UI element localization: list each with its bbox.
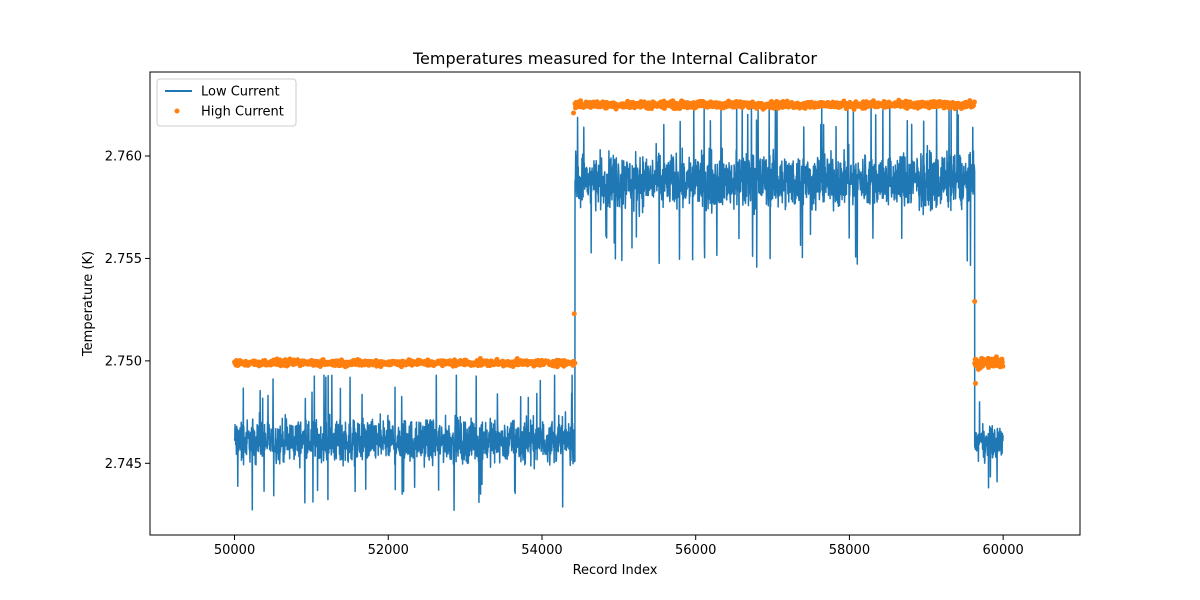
series-points-high-current xyxy=(232,97,1006,386)
x-tick-label: 54000 xyxy=(521,543,562,558)
legend-label-low-current: Low Current xyxy=(201,85,280,100)
x-tick-label: 60000 xyxy=(982,543,1023,558)
x-tick-label: 50000 xyxy=(214,543,255,558)
data-point xyxy=(1000,363,1006,369)
legend-swatch-high-current xyxy=(174,108,180,114)
legend-label-high-current: High Current xyxy=(201,105,284,120)
data-point xyxy=(999,359,1005,365)
data-point-outlier xyxy=(571,311,577,317)
y-tick-label: 2.755 xyxy=(105,252,142,267)
series-line-low-current xyxy=(233,104,1004,512)
data-point-outlier xyxy=(570,110,576,116)
y-axis-label: Temperature (K) xyxy=(81,251,96,357)
y-tick-label: 2.760 xyxy=(105,149,142,164)
data-point-outlier xyxy=(972,380,978,386)
y-axis: 2.745 2.750 2.755 2.760 xyxy=(105,149,150,472)
series-layer xyxy=(232,97,1006,512)
x-tick-label: 52000 xyxy=(368,543,409,558)
x-axis: 50000 52000 54000 56000 58000 60000 xyxy=(214,535,1024,558)
data-point xyxy=(572,360,578,366)
y-tick-label: 2.750 xyxy=(105,354,142,369)
data-point xyxy=(971,99,977,105)
x-tick-label: 58000 xyxy=(829,543,870,558)
chart-title: Temperatures measured for the Internal C… xyxy=(412,49,817,68)
x-tick-label: 56000 xyxy=(675,543,716,558)
y-tick-label: 2.745 xyxy=(105,457,142,472)
x-axis-label: Record Index xyxy=(573,563,658,578)
legend: Low Current High Current xyxy=(156,78,297,127)
data-point-outlier xyxy=(972,298,978,304)
axes-frame xyxy=(149,71,1081,536)
